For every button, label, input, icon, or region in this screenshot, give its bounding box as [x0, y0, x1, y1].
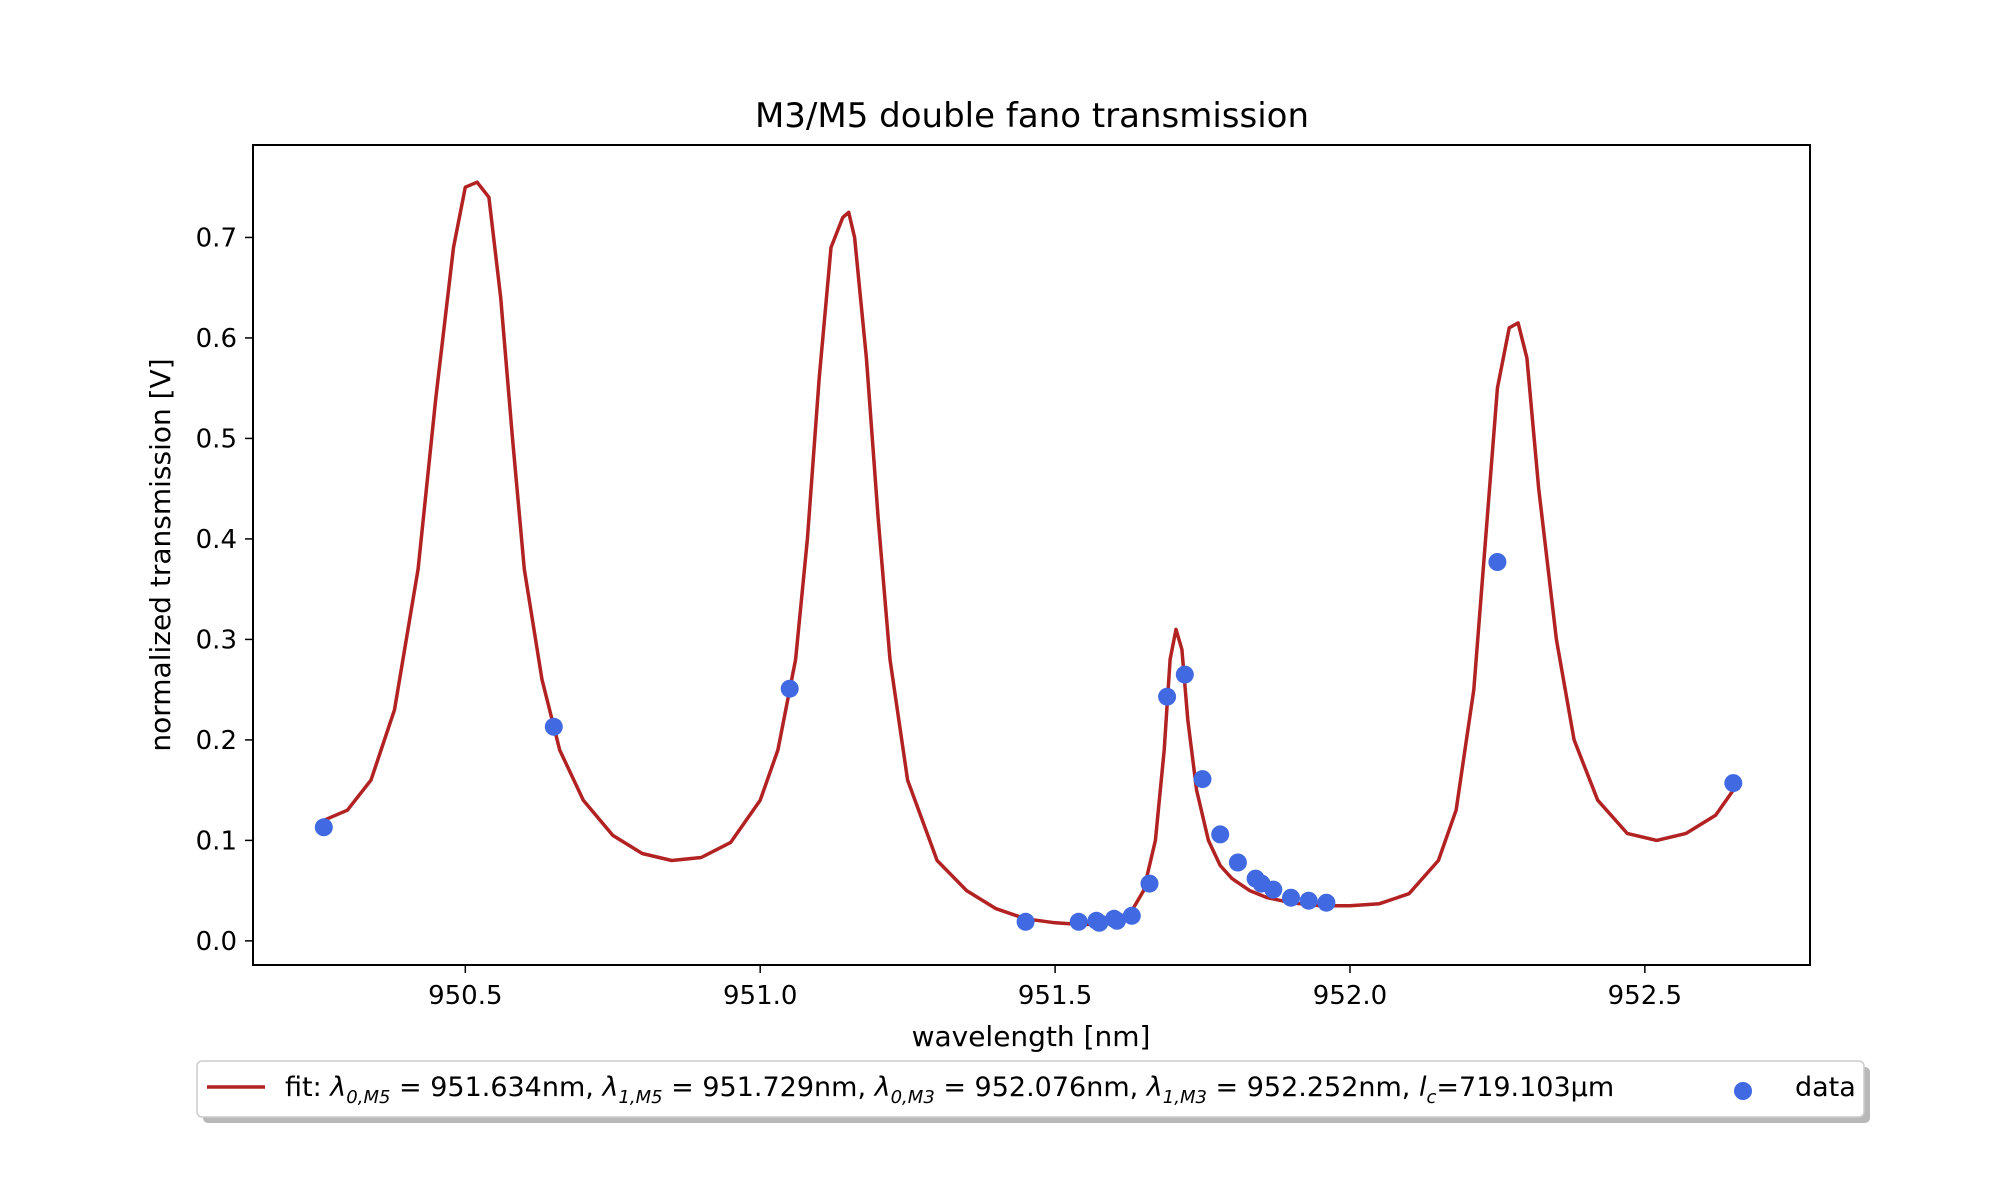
x-tick-label: 951.0: [723, 981, 797, 1011]
x-tick-label: 950.5: [428, 981, 502, 1011]
plot-area: [252, 144, 1811, 966]
data-point: [1140, 874, 1159, 893]
data-point: [1317, 893, 1336, 912]
legend-data-marker: [1734, 1082, 1752, 1100]
y-axis: 0.0 0.1 0.2 0.3 0.4 0.5 0.6 0.7: [196, 223, 253, 957]
data-point: [544, 717, 563, 736]
data-point: [1282, 888, 1300, 907]
legend-box: [196, 1060, 1865, 1118]
y-tick-label: 0.6: [196, 324, 237, 354]
data-point: [780, 679, 799, 698]
data-point: [1193, 770, 1212, 789]
fit-curve: [322, 180, 1736, 927]
y-tick-label: 0.7: [196, 223, 237, 253]
data-points-layer: [314, 553, 1743, 932]
data-point: [1228, 853, 1247, 872]
x-tick-label: 951.5: [1018, 981, 1092, 1011]
data-point: [1122, 906, 1141, 925]
legend: fit: λ0,M5 = 951.634nm, λ1,M5 = 951.729n…: [196, 1060, 1870, 1123]
data-point: [1175, 665, 1194, 684]
x-tick-label: 952.0: [1313, 981, 1387, 1011]
data-point: [1016, 912, 1035, 931]
x-tick-label: 952.5: [1608, 981, 1682, 1011]
chart-title: M3/M5 double fano transmission: [755, 96, 1309, 136]
data-point: [1724, 774, 1743, 793]
data-point: [1488, 553, 1507, 571]
legend-data-label: data: [1795, 1072, 1856, 1103]
x-axis: 950.5 951.0 951.5 952.0 952.5: [428, 965, 1682, 1011]
data-point: [1069, 912, 1088, 931]
data-point: [1299, 891, 1318, 910]
y-tick-label: 0.3: [196, 625, 237, 655]
data-point: [314, 818, 333, 837]
y-tick-label: 0.0: [196, 927, 237, 957]
data-point: [1108, 911, 1126, 930]
data-point: [1090, 913, 1109, 932]
y-axis-label: normalized transmission [V]: [144, 358, 177, 751]
y-tick-label: 0.4: [196, 525, 237, 555]
legend-fit-label: fit: λ0,M5 = 951.634nm, λ1,M5 = 951.729n…: [285, 1072, 1614, 1108]
y-tick-label: 0.5: [196, 424, 237, 454]
data-point: [1158, 687, 1177, 706]
y-tick-label: 0.1: [196, 826, 237, 856]
y-tick-label: 0.2: [196, 726, 237, 756]
data-point: [1264, 880, 1283, 899]
plot-frame: [252, 144, 1811, 966]
x-axis-label: wavelength [nm]: [912, 1020, 1151, 1053]
fit-layer: [322, 180, 1736, 927]
data-point: [1211, 825, 1230, 844]
